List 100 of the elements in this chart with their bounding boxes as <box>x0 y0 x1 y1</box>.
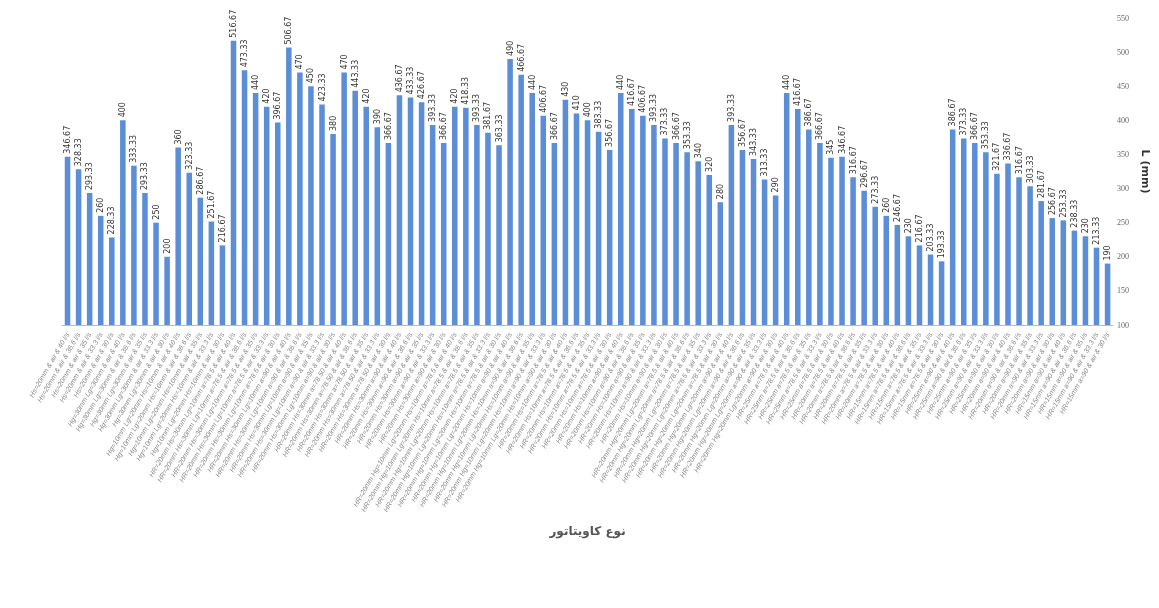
data-label: 383.33 <box>594 100 604 129</box>
data-label: 366.67 <box>383 112 393 141</box>
data-label: 260 <box>881 197 891 213</box>
data-label: 296.67 <box>859 159 869 188</box>
y-tick-label: 350 <box>1117 149 1130 159</box>
data-label: 440 <box>251 74 261 91</box>
data-label: 253.33 <box>1058 189 1068 218</box>
data-label: 238.33 <box>1069 199 1079 228</box>
data-label: 360 <box>173 129 183 145</box>
data-label: 260 <box>96 197 106 213</box>
data-label: 316.67 <box>1014 146 1024 175</box>
data-label: 328.33 <box>74 138 84 167</box>
data-label: 316.67 <box>848 146 858 175</box>
data-label: 303.33 <box>1025 155 1035 184</box>
data-label: 393.33 <box>726 93 736 122</box>
data-label: 343.33 <box>749 127 759 156</box>
data-label: 440 <box>782 74 792 91</box>
data-label: 396.67 <box>273 91 283 120</box>
data-label: 293.33 <box>85 162 95 191</box>
data-label: 420 <box>262 88 272 104</box>
y-tick-label: 200 <box>1117 252 1130 262</box>
data-label: 273.33 <box>870 175 880 204</box>
data-label: 418.33 <box>461 76 471 105</box>
data-label: 470 <box>295 54 305 70</box>
data-label: 293.33 <box>140 162 150 191</box>
data-label: 386.67 <box>948 98 958 127</box>
data-label: 381.67 <box>483 101 493 130</box>
data-label: 373.33 <box>660 107 670 136</box>
data-label: 420 <box>450 88 460 104</box>
y-tick-label: 100 <box>1117 320 1130 330</box>
data-label: 333.33 <box>129 134 139 163</box>
data-label: 286.67 <box>195 166 205 195</box>
data-label: 216.67 <box>914 214 924 243</box>
data-label: 250 <box>151 204 161 220</box>
data-label: 516.67 <box>229 9 238 38</box>
y-tick-label: 300 <box>1117 184 1130 194</box>
y-tick-label: 150 <box>1117 286 1130 296</box>
data-label: 470 <box>339 54 349 70</box>
data-label: 256.67 <box>1047 187 1057 216</box>
y-tick-label: 500 <box>1117 47 1130 57</box>
data-label: 440 <box>527 74 537 91</box>
data-label: 346.67 <box>837 125 847 154</box>
data-label: 373.33 <box>959 107 969 136</box>
data-label: 393.33 <box>428 93 438 122</box>
data-label: 386.67 <box>804 98 814 127</box>
data-label: 320 <box>704 156 714 172</box>
data-label: 313.33 <box>760 148 770 177</box>
data-label: 506.67 <box>284 16 294 45</box>
data-label: 426.67 <box>417 71 427 100</box>
data-label: 366.67 <box>970 112 980 141</box>
data-label: 200 <box>162 238 172 254</box>
data-label: 353.33 <box>981 121 991 150</box>
y-tick-label: 250 <box>1117 218 1130 228</box>
data-label: 336.67 <box>1003 132 1013 161</box>
data-label: 246.67 <box>892 193 902 222</box>
data-label: 393.33 <box>472 93 482 122</box>
data-label: 433.33 <box>406 66 416 95</box>
data-label: 490 <box>505 40 515 56</box>
y-tick-label: 450 <box>1117 81 1130 91</box>
data-label: 353.33 <box>682 121 692 150</box>
data-label: 410 <box>571 95 581 111</box>
data-label: 420 <box>361 88 371 104</box>
data-label: 430 <box>560 81 570 97</box>
data-label: 473.33 <box>240 39 250 68</box>
data-label: 366.67 <box>671 112 681 141</box>
data-label: 321.67 <box>992 142 1002 171</box>
data-label: 393.33 <box>649 93 659 122</box>
data-label: 281.67 <box>1036 170 1046 199</box>
x-axis-title: نوع کاویتاتور <box>548 524 626 539</box>
data-label: 345 <box>826 139 836 155</box>
data-label: 346.67 <box>63 125 73 154</box>
data-label: 323.33 <box>184 141 194 170</box>
data-label: 380 <box>328 115 338 131</box>
data-label: 406.67 <box>538 84 548 113</box>
data-label: 340 <box>693 142 703 159</box>
data-label: 366.67 <box>439 112 449 141</box>
y-tick-label: 400 <box>1117 115 1130 125</box>
y-axis-title: L (mm) <box>1139 149 1152 194</box>
data-label: 190 <box>1103 245 1113 261</box>
data-label: 356.67 <box>605 118 615 147</box>
data-label: 400 <box>118 102 128 118</box>
data-label: 193.33 <box>937 230 947 259</box>
data-label: 363.33 <box>494 114 504 143</box>
data-label: 400 <box>583 102 593 118</box>
data-label: 416.67 <box>627 77 637 106</box>
data-label: 366.67 <box>549 112 559 141</box>
data-label: 216.67 <box>217 214 227 243</box>
data-label: 213.33 <box>1092 216 1101 245</box>
data-label: 280 <box>715 183 725 200</box>
data-label: 228.33 <box>107 206 117 235</box>
data-label: 466.67 <box>516 43 526 72</box>
data-label: 230 <box>903 218 913 234</box>
data-label: 203.33 <box>926 223 936 252</box>
data-label: 440 <box>616 74 626 91</box>
data-label: 251.67 <box>206 190 216 219</box>
data-label: 450 <box>306 67 316 84</box>
data-label: 423.33 <box>317 73 327 102</box>
data-label: 290 <box>771 177 781 193</box>
data-label: 406.67 <box>638 84 648 113</box>
data-label: 416.67 <box>793 77 803 106</box>
